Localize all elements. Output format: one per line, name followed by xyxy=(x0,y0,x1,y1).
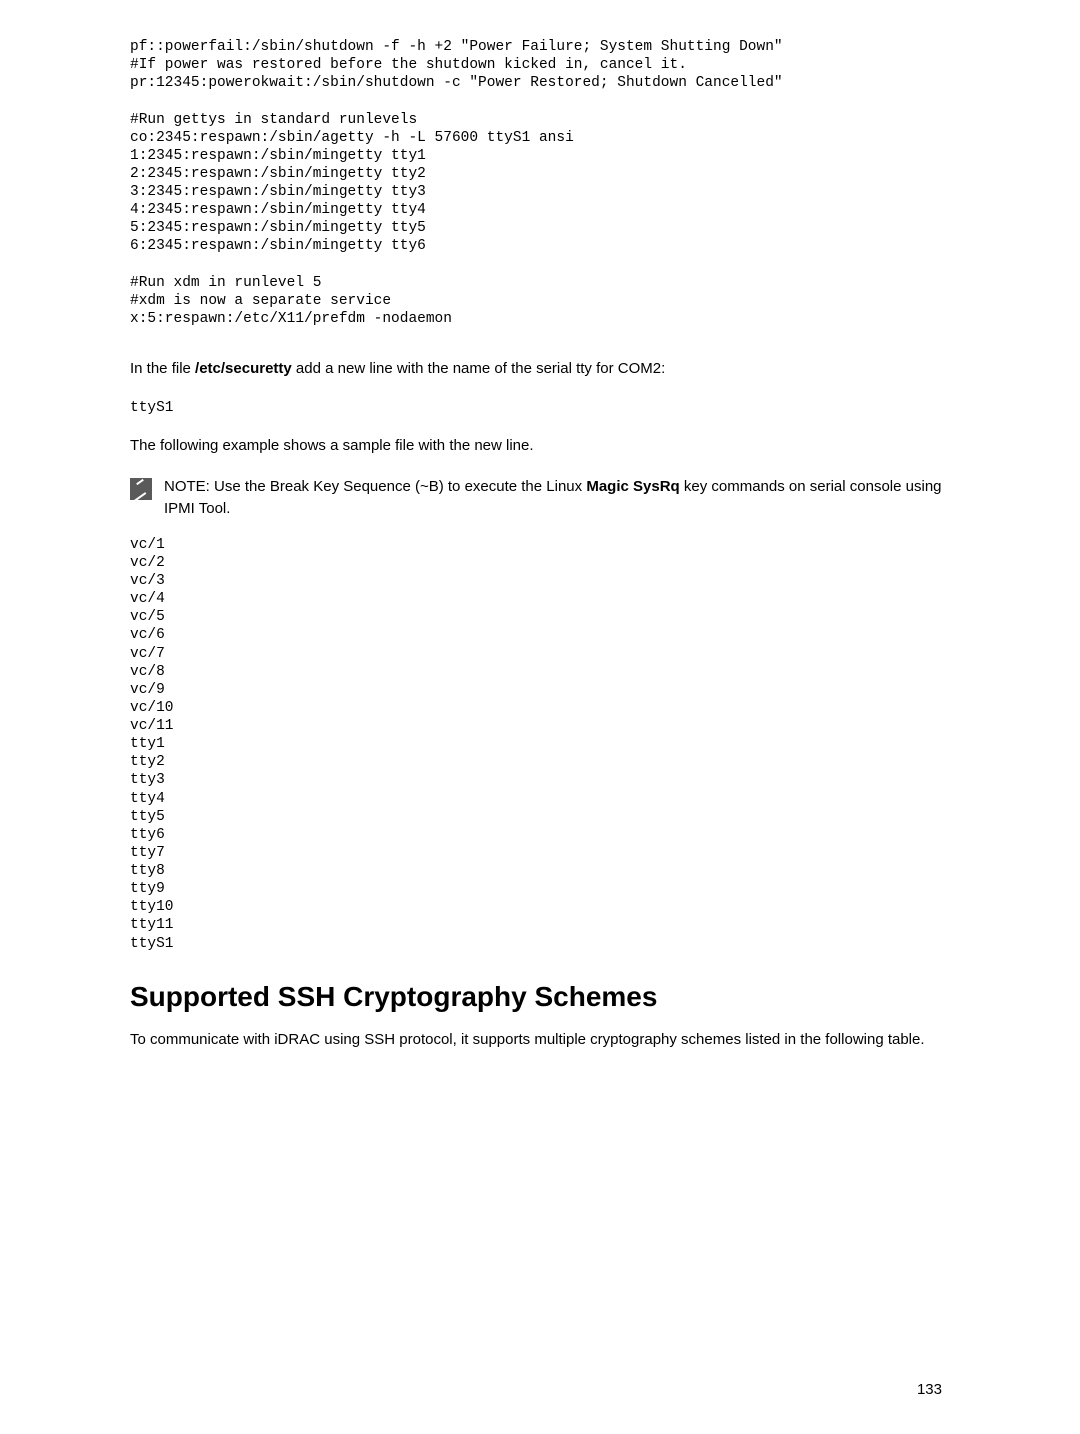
tty-list-code: vc/1 vc/2 vc/3 vc/4 vc/5 vc/6 vc/7 vc/8 … xyxy=(130,536,950,953)
note-block: NOTE: Use the Break Key Sequence (~B) to… xyxy=(130,476,950,521)
magic-sysrq-bold: Magic SysRq xyxy=(586,478,679,495)
text-prefix: In the file xyxy=(130,360,195,377)
section-heading-ssh: Supported SSH Cryptography Schemes xyxy=(130,981,950,1013)
securetty-path: /etc/securetty xyxy=(195,360,292,377)
note-text: NOTE: Use the Break Key Sequence (~B) to… xyxy=(164,476,950,521)
page-number: 133 xyxy=(917,1381,942,1398)
text-suffix: add a new line with the name of the seri… xyxy=(292,360,666,377)
inittab-code-block: pf::powerfail:/sbin/shutdown -f -h +2 "P… xyxy=(130,38,950,328)
ttys1-code: ttyS1 xyxy=(130,399,950,418)
ssh-intro-paragraph: To communicate with iDRAC using SSH prot… xyxy=(130,1029,950,1052)
note-icon xyxy=(130,478,152,500)
note-text-1: Use the Break Key Sequence (~B) to execu… xyxy=(210,478,586,495)
note-label: NOTE: xyxy=(164,478,210,495)
securetty-instruction: In the file /etc/securetty add a new lin… xyxy=(130,358,950,381)
example-intro: The following example shows a sample fil… xyxy=(130,435,950,458)
